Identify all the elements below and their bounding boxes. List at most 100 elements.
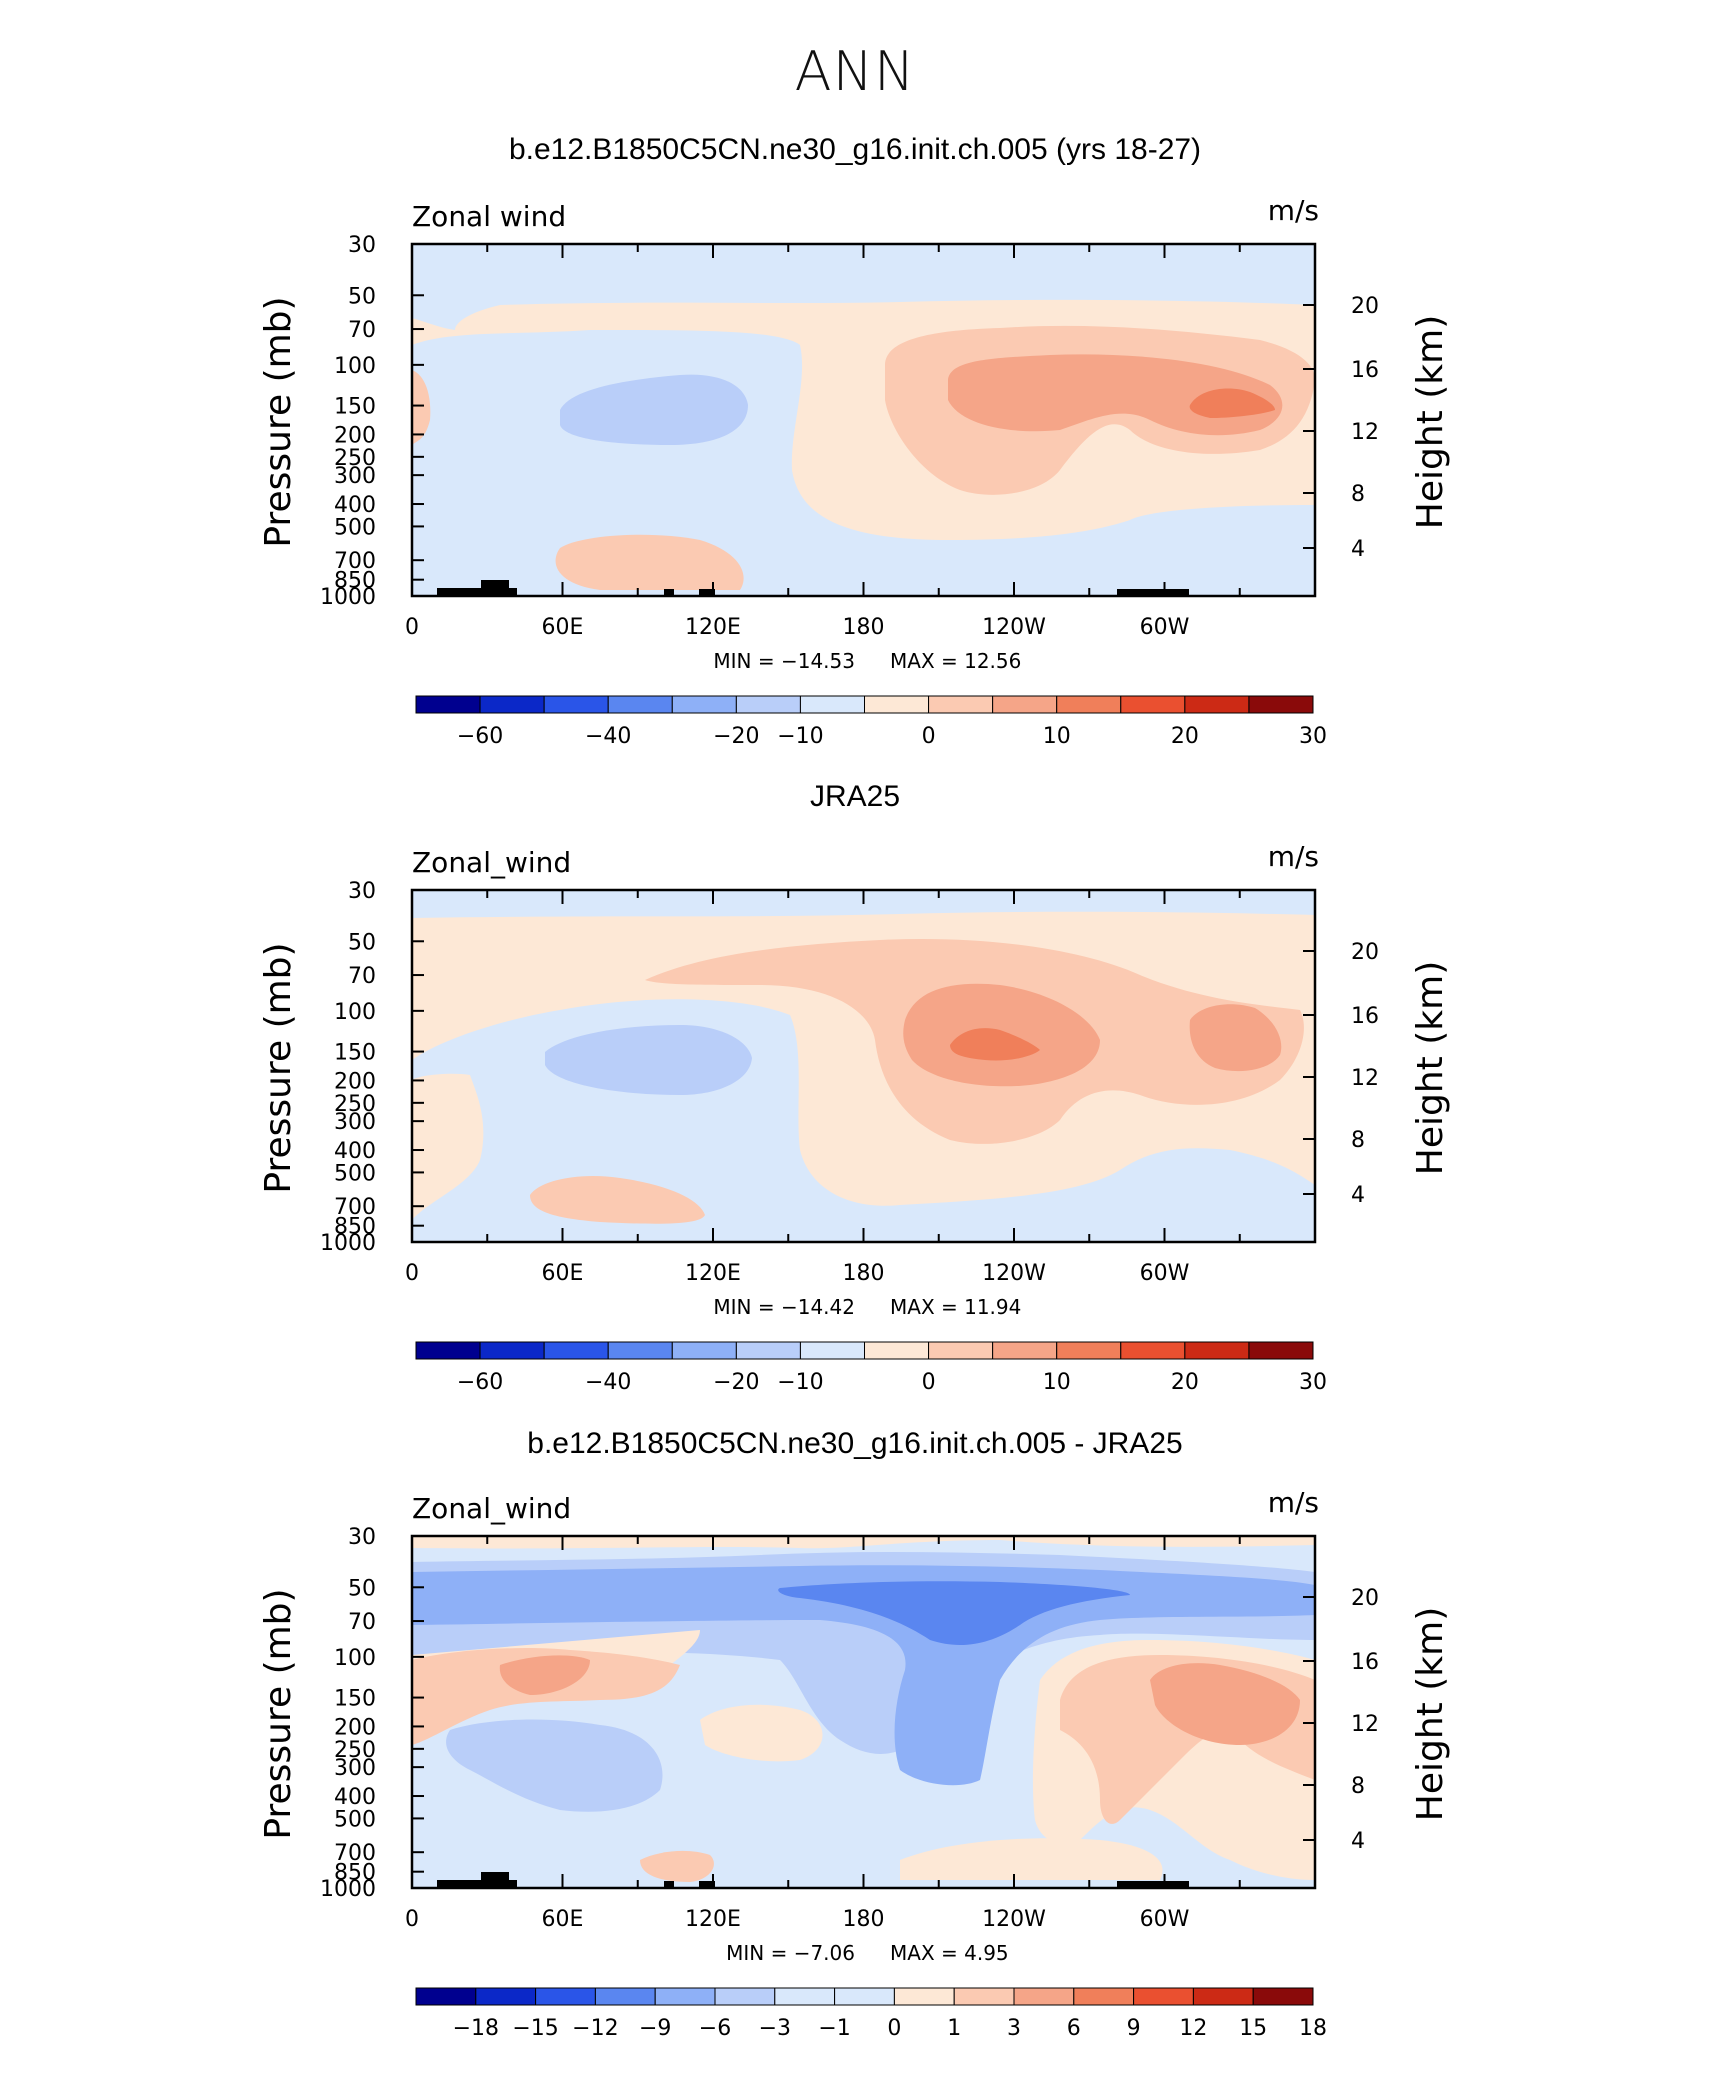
panel-3-title: b.e12.B1850C5CN.ne30_g16.init.ch.005 - J… — [527, 1427, 1183, 1460]
units-label: m/s — [1268, 1486, 1319, 1519]
y-tick-label: 500 — [334, 515, 376, 540]
colorbar-label: −40 — [585, 724, 631, 749]
y-tick-label: 300 — [334, 1756, 376, 1781]
x-tick-label: 120W — [982, 1261, 1046, 1286]
colorbar-swatch — [479, 695, 545, 714]
y-right-axis-title: Height (km) — [1410, 961, 1451, 1175]
panel-3-lower-negative-patch — [446, 1719, 663, 1812]
colorbar-label: −1 — [818, 2016, 850, 2041]
colorbar-swatch — [1133, 1987, 1194, 2006]
height-tick-label: 20 — [1351, 294, 1379, 319]
colorbar-swatch — [735, 695, 801, 714]
colorbar-label: 1 — [947, 2016, 961, 2041]
colorbar-label: 9 — [1127, 2016, 1141, 2041]
colorbar-swatch — [992, 1341, 1058, 1360]
colorbar-label: −20 — [713, 1370, 759, 1395]
y-tick-label: 30 — [348, 879, 376, 904]
colorbar-label: 12 — [1179, 2016, 1207, 2041]
colorbar-swatch — [671, 1341, 737, 1360]
y-tick-label: 400 — [334, 1139, 376, 1164]
y-tick-label: 70 — [348, 318, 376, 343]
colorbar-swatch — [834, 1987, 895, 2006]
colorbar-label: −40 — [585, 1370, 631, 1395]
colorbar-label: 0 — [887, 2016, 901, 2041]
x-tick-label: 0 — [405, 1907, 419, 1932]
y-tick-label: 250 — [334, 1092, 376, 1117]
height-tick-label: 4 — [1351, 537, 1365, 562]
colorbar-label: −60 — [457, 724, 503, 749]
axes-layer: 0 60E 120E 180 120W 60W3050701001502002503004… — [258, 194, 1451, 2041]
colorbar-swatch — [1056, 1341, 1122, 1360]
colorbar-label: 30 — [1299, 1370, 1327, 1395]
y-tick-label: 150 — [334, 1041, 376, 1066]
y-tick-label: 1000 — [320, 1877, 376, 1902]
colorbar-label: 3 — [1007, 2016, 1021, 2041]
colorbar-swatch — [992, 695, 1058, 714]
colorbar-swatch — [774, 1987, 836, 2006]
colorbar-label: −15 — [512, 2016, 558, 2041]
colorbar-swatch — [1056, 695, 1122, 714]
y-tick-label: 400 — [334, 493, 376, 518]
y-tick-label: 1000 — [320, 1231, 376, 1256]
height-tick-label: 8 — [1351, 1774, 1365, 1799]
y-tick-label: 300 — [334, 464, 376, 489]
y-tick-label: 100 — [334, 1646, 376, 1671]
panel-3-west-positive-mid — [412, 1648, 680, 1745]
height-tick-label: 20 — [1351, 940, 1379, 965]
y-tick-label: 100 — [334, 354, 376, 379]
y-axis-title: Pressure (mb) — [258, 296, 299, 547]
panel-3-easterly-layer — [412, 1565, 1315, 1786]
y-tick-label: 400 — [334, 1785, 376, 1810]
colorbar-label: 18 — [1299, 2016, 1327, 2041]
panel-2-near-surface-westerly — [530, 1175, 705, 1224]
colorbar-label: −60 — [457, 1370, 503, 1395]
colorbar-swatch — [799, 1341, 866, 1360]
colorbar-swatch — [535, 1987, 596, 2006]
y-tick-label: 300 — [334, 1110, 376, 1135]
colorbar-swatch — [1248, 1341, 1314, 1360]
max-value-label: MAX = 4.95 — [890, 1941, 1009, 1965]
height-tick-label: 8 — [1351, 1128, 1365, 1153]
colorbar-swatch — [735, 1341, 801, 1360]
x-tick-label: 0 — [405, 615, 419, 640]
y-tick-label: 150 — [334, 1687, 376, 1712]
x-tick-label: 60E — [542, 615, 584, 640]
y-tick-label: 100 — [334, 1000, 376, 1025]
colorbar-swatch — [1252, 1987, 1314, 2006]
colorbar-label: −10 — [777, 724, 823, 749]
colorbar-label: −9 — [639, 2016, 671, 2041]
colorbar-swatch — [415, 1341, 481, 1360]
y-tick-label: 200 — [334, 1715, 376, 1740]
y-tick-label: 70 — [348, 964, 376, 989]
colorbar-swatch — [671, 695, 737, 714]
y-axis-title: Pressure (mb) — [258, 942, 299, 1193]
y-tick-label: 700 — [334, 549, 376, 574]
colorbar-swatch — [714, 1987, 776, 2006]
height-tick-label: 16 — [1351, 1004, 1379, 1029]
colorbar-swatch — [1192, 1987, 1254, 2006]
colorbar-swatch — [1013, 1987, 1075, 2006]
colorbar-swatch — [543, 695, 609, 714]
panel-3-near-surface-positive — [640, 1850, 714, 1882]
colorbar-label: 6 — [1067, 2016, 1081, 2041]
colorbar-swatch — [1184, 695, 1250, 714]
height-tick-label: 12 — [1351, 420, 1379, 445]
panel-1-easterly-west-pacific — [560, 374, 748, 445]
height-tick-label: 4 — [1351, 1829, 1365, 1854]
height-tick-label: 12 — [1351, 1066, 1379, 1091]
colorbar-swatch — [1248, 695, 1314, 714]
colorbar-label: −12 — [572, 2016, 618, 2041]
x-tick-label: 180 — [843, 615, 885, 640]
panel-1-westerly-left-edge — [412, 370, 431, 445]
colorbar-swatch — [1184, 1341, 1250, 1360]
y-tick-label: 30 — [348, 233, 376, 258]
units-label: m/s — [1268, 840, 1319, 873]
colorbar-swatch — [475, 1987, 537, 2006]
min-value-label: MIN = −7.06 — [726, 1941, 855, 1965]
colorbar-swatch — [415, 695, 481, 714]
height-tick-label: 12 — [1351, 1712, 1379, 1737]
colorbar-label: 30 — [1299, 724, 1327, 749]
panel-2-title: JRA25 — [809, 780, 901, 813]
x-tick-label: 120W — [982, 615, 1046, 640]
colorbar-swatch — [799, 695, 866, 714]
